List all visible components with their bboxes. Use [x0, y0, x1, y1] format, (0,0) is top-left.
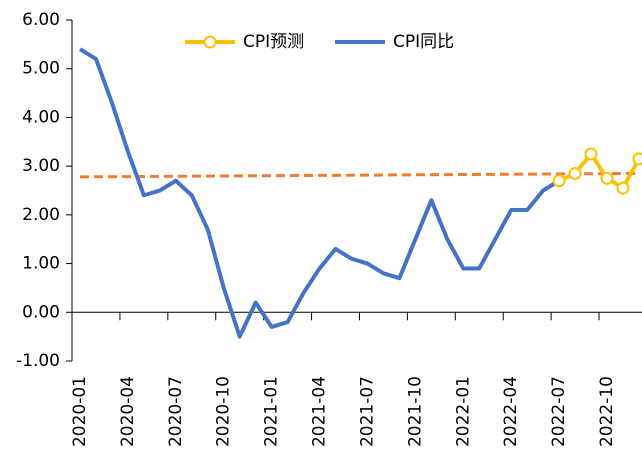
y-tick-label: 1.00	[22, 254, 60, 274]
x-tick-label: 2022-10	[597, 376, 617, 447]
point	[600, 171, 614, 185]
y-tick-label: 4.00	[22, 107, 60, 127]
x-tick-label: 2022-01	[453, 376, 473, 447]
y-tick-label: -1.00	[16, 351, 60, 371]
x-tick-label: 2020-01	[70, 376, 90, 447]
y-tick-label: 2.00	[22, 205, 60, 225]
point	[568, 166, 582, 180]
x-tick-label: 2022-07	[549, 376, 569, 447]
point	[616, 181, 630, 195]
x-tick-label: 2021-10	[405, 376, 425, 447]
x-tick-label: 2021-01	[262, 376, 282, 447]
x-tick-label: 2021-07	[357, 376, 377, 447]
legend-marker	[203, 35, 217, 49]
y-tick-label: 0.00	[22, 302, 60, 322]
y-tick-label: 6.00	[22, 10, 60, 30]
trendline	[79, 171, 639, 179]
legend-item: CPI预测	[185, 32, 304, 52]
y-tick-label: 3.00	[22, 156, 60, 176]
x-tick-label: 2022-04	[501, 376, 521, 447]
point	[632, 152, 642, 166]
y-tick-label: 5.00	[22, 59, 60, 79]
x-tick-label: 2020-07	[166, 376, 186, 447]
x-tick-label: 2020-10	[214, 376, 234, 447]
x-tick-label: 2021-04	[310, 376, 330, 447]
legend-label: CPI同比	[393, 32, 454, 52]
point	[552, 174, 566, 188]
series-line	[78, 47, 561, 339]
x-tick-label: 2020-04	[118, 376, 138, 447]
legend-label: CPI预测	[243, 32, 304, 52]
point	[584, 147, 598, 161]
legend-item: CPI同比	[335, 32, 454, 52]
